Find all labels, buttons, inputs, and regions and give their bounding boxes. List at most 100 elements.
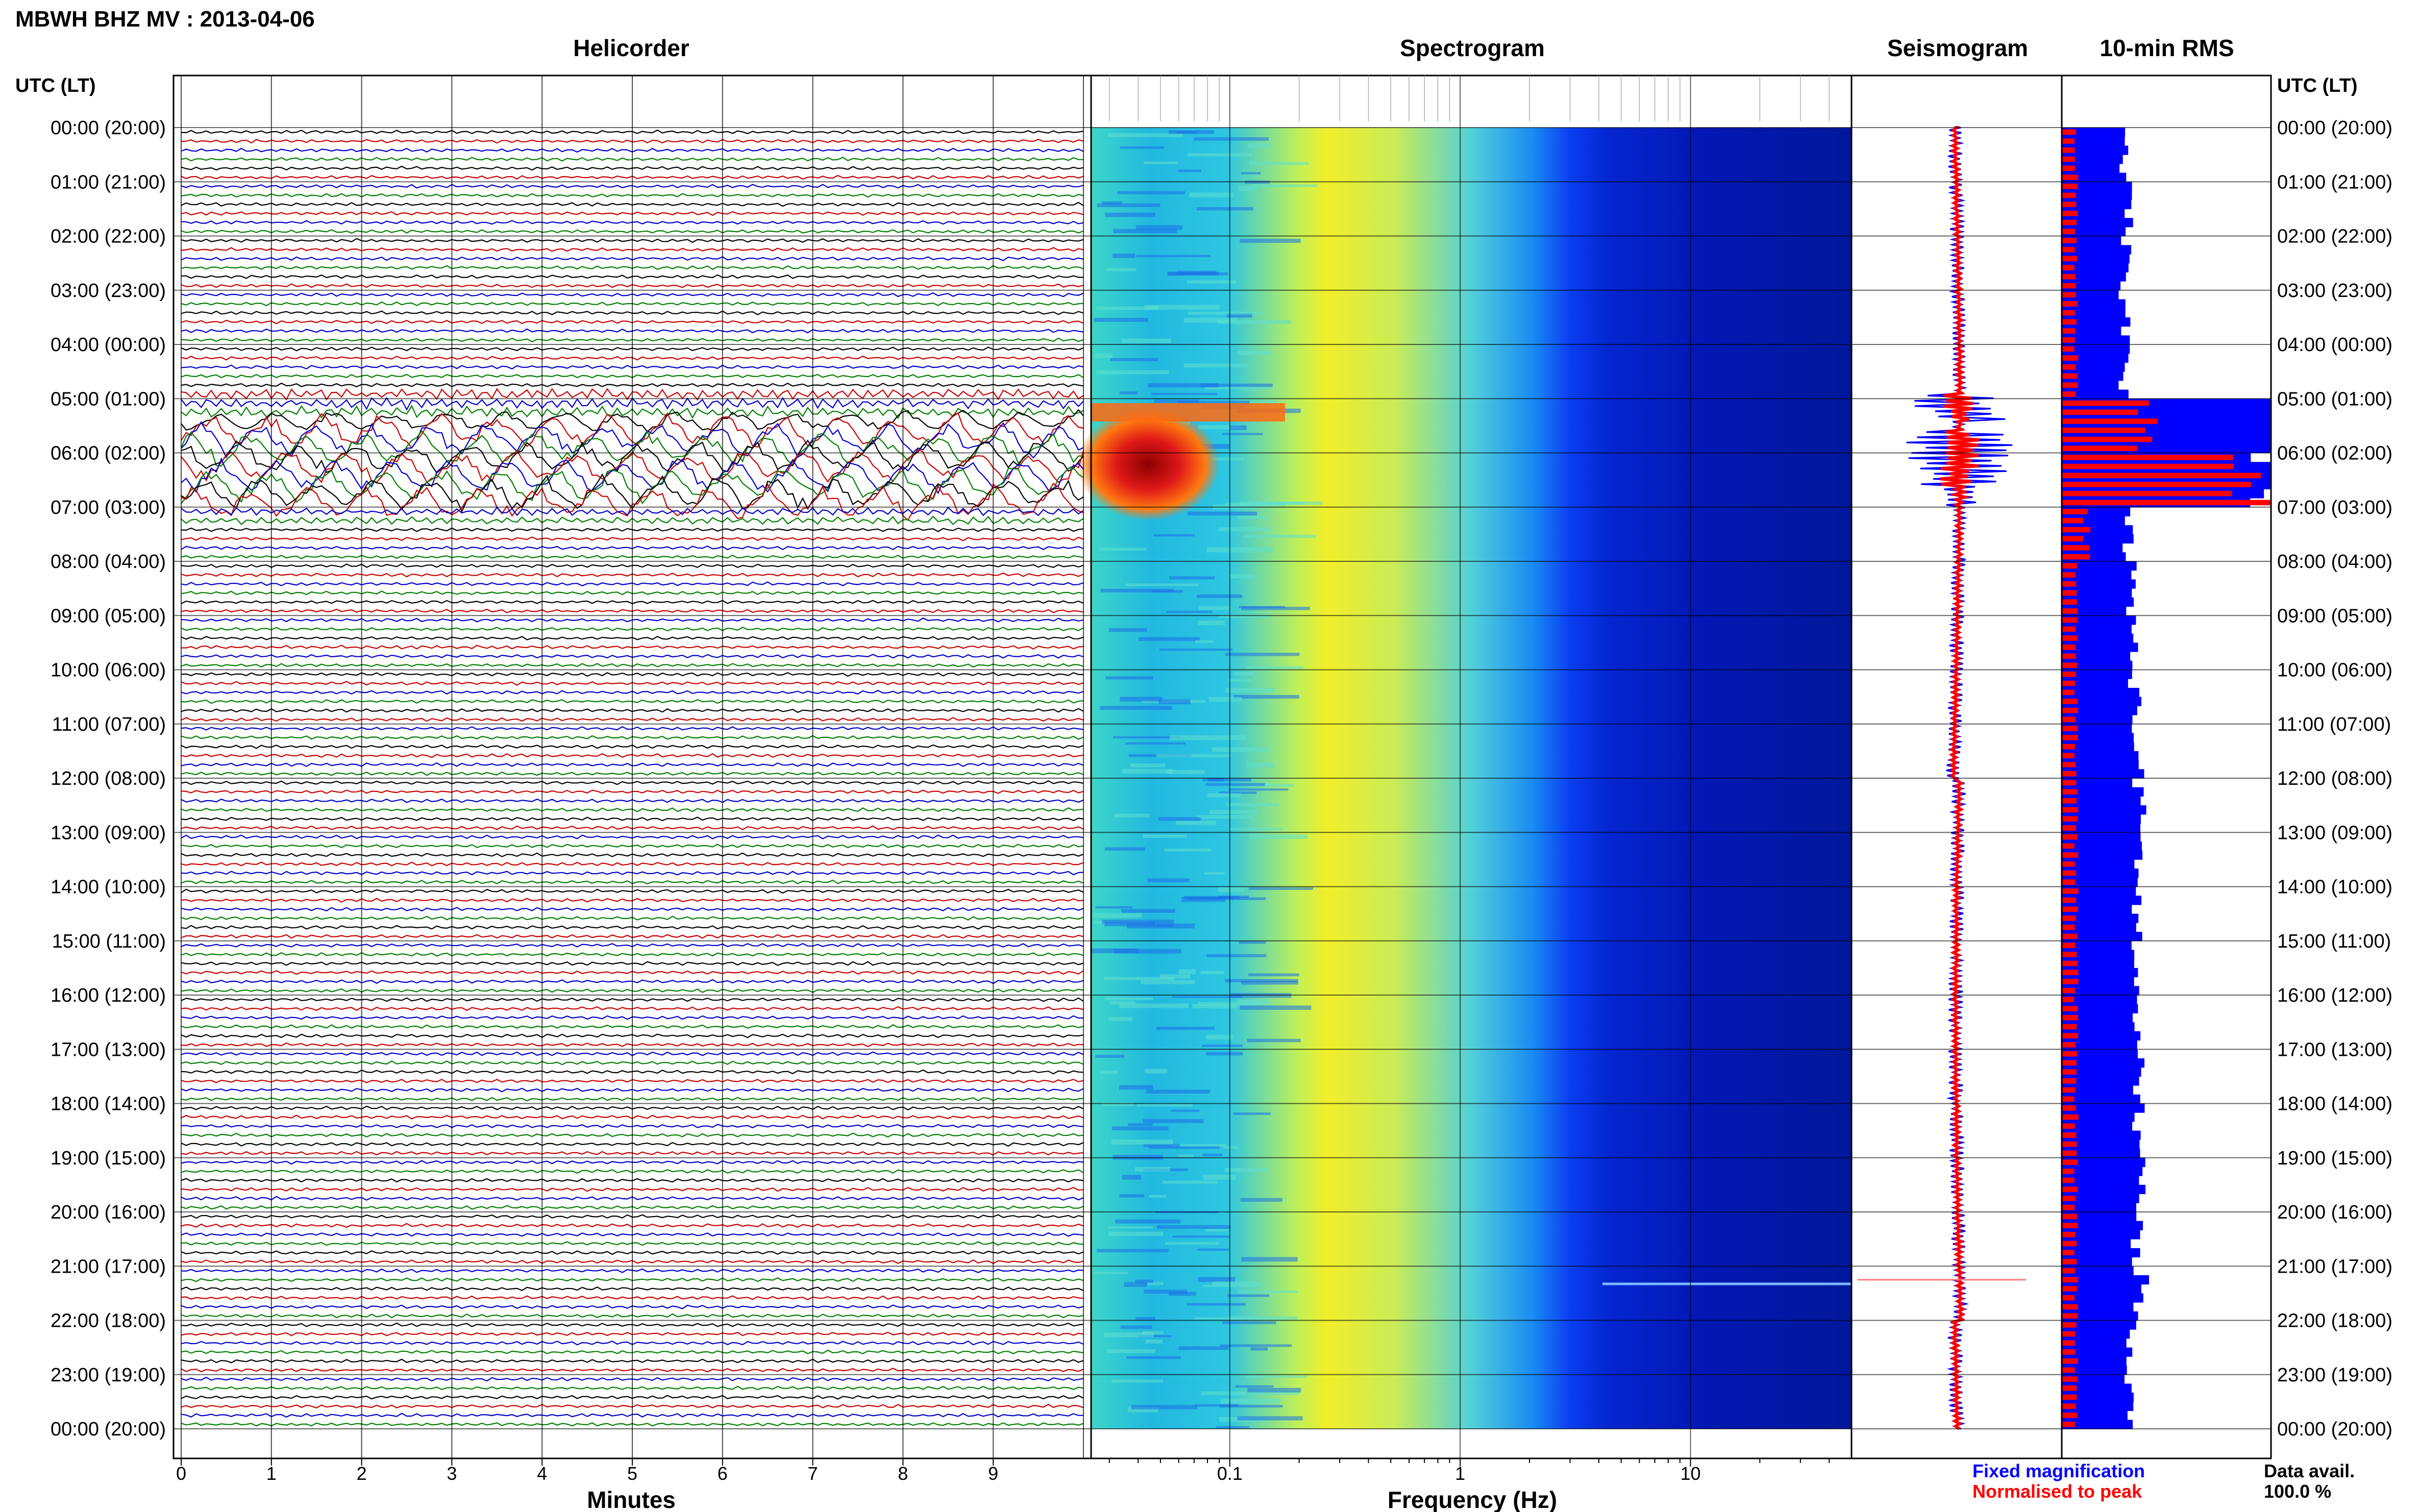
spectrogram-texture-band	[1147, 1282, 1164, 1285]
spectrogram-texture-band	[1115, 1219, 1180, 1224]
spectrogram-texture-band	[1231, 897, 1266, 900]
spectrogram-texture-band	[1248, 1391, 1299, 1395]
spectrogram-texture-band	[1162, 1180, 1217, 1184]
spectrogram-texture-band	[1195, 1404, 1239, 1407]
rms-bar-normalised	[2062, 1006, 2078, 1011]
spectrogram-texture-band	[1117, 191, 1186, 194]
minutes-tick-label: 1	[266, 1463, 277, 1484]
rms-bar-fixed	[2062, 317, 2131, 327]
rms-bar-fixed	[2062, 886, 2136, 896]
rms-bar-fixed	[2062, 1221, 2143, 1230]
rms-bar-normalised	[2062, 1105, 2076, 1111]
rms-bar-fixed	[2062, 869, 2139, 878]
rms-bar-normalised	[2062, 1123, 2075, 1129]
rms-bar-fixed	[2062, 832, 2141, 842]
spectrogram-texture-band	[1225, 687, 1275, 693]
rms-bar-normalised	[2062, 165, 2076, 171]
rms-bar-fixed	[2062, 1031, 2141, 1041]
rms-bar-fixed	[2062, 679, 2128, 688]
spectrogram-texture-band	[1112, 253, 1136, 258]
spectrogram-texture-band	[1245, 666, 1303, 670]
spectrogram-texture-band	[1228, 679, 1251, 682]
spectrogram-texture-band	[1095, 353, 1113, 358]
spectrogram-texture-band	[1249, 162, 1309, 165]
rms-bar-fixed	[2062, 986, 2139, 996]
rms-bar-fixed	[2062, 923, 2136, 932]
spectrogram-texture-band	[1250, 1347, 1268, 1351]
rms-bar-normalised	[2062, 762, 2076, 767]
spectrogram-texture-band	[1200, 971, 1224, 974]
spectrogram-texture-band	[1120, 146, 1164, 149]
rms-bar-fixed	[2062, 778, 2133, 788]
rms-bar-fixed	[2062, 1248, 2140, 1258]
spectrogram-texture-band	[1207, 793, 1242, 798]
spectrogram-texture-band	[1113, 229, 1177, 233]
spectrogram-texture-band	[1196, 207, 1253, 211]
rms-bar-normalised	[2062, 391, 2076, 397]
rms-bar-normalised	[2062, 1241, 2077, 1247]
spectrogram-texture-band	[1198, 1002, 1259, 1006]
rms-bar-fixed	[2062, 1058, 2144, 1068]
time-label-right: 00:00 (20:00)	[2277, 117, 2392, 139]
spectrogram-texture-band	[1202, 1044, 1243, 1047]
minutes-tick-label: 3	[447, 1463, 457, 1484]
time-label-right: 14:00 (10:00)	[2277, 877, 2392, 898]
rms-bar-normalised	[2062, 463, 2234, 469]
spectrogram-texture-band	[1206, 1034, 1233, 1039]
rms-bar-fixed	[2062, 588, 2132, 598]
rms-bar-normalised	[2062, 265, 2075, 270]
spectrogram-texture-band	[1198, 621, 1225, 626]
spectrogram-texture-band	[1177, 401, 1250, 405]
rms-bar-normalised	[2062, 689, 2075, 696]
rms-bar-fixed	[2062, 353, 2129, 363]
panel-frame	[2061, 75, 2272, 1459]
rms-bar-fixed	[2062, 814, 2141, 824]
time-label-right: 23:00 (19:00)	[2277, 1365, 2392, 1386]
rms-bar-normalised	[2062, 699, 2078, 704]
panel-frames	[172, 75, 2272, 1459]
rms-title: 10-min RMS	[2100, 35, 2234, 61]
spectrogram-texture-band	[1108, 1231, 1164, 1236]
rms-bar-fixed	[2062, 977, 2134, 986]
spectrogram-texture-band	[1156, 924, 1173, 927]
spectrogram-texture-band	[1122, 1175, 1142, 1180]
rms-bar-normalised	[2062, 1349, 2076, 1355]
spectrogram-texture-band	[1199, 606, 1231, 610]
spectrogram-texture-band	[1234, 672, 1254, 676]
spectrogram-texture-band	[1095, 1055, 1125, 1058]
rms-bar-fixed	[2062, 715, 2133, 725]
rms-bar-fixed	[2062, 1194, 2139, 1203]
rms-bar-fixed	[2062, 1266, 2134, 1276]
time-label-left: 14:00 (10:00)	[51, 877, 166, 898]
time-label-right: 07:00 (03:00)	[2277, 497, 2392, 518]
rms-bar-fixed	[2062, 1420, 2133, 1429]
time-label-right: 12:00 (08:00)	[2277, 768, 2392, 789]
minutes-tick-label: 0	[176, 1463, 186, 1484]
rms-bar-normalised	[2062, 328, 2076, 334]
rms-bar-fixed	[2062, 1049, 2138, 1059]
rms-bar-fixed	[2062, 1085, 2133, 1095]
rms-bar-normalised	[2062, 563, 2077, 569]
rms-bar-fixed	[2062, 670, 2132, 679]
spectrogram-texture-band	[1092, 913, 1142, 918]
rms-bar-normalised	[2062, 1277, 2079, 1283]
spectrogram-texture-band	[1110, 358, 1158, 361]
time-label-right: 16:00 (12:00)	[2277, 985, 2392, 1006]
rms-bar-normalised	[2062, 789, 2078, 795]
spectrogram-texture-band	[1131, 1405, 1198, 1409]
time-label-left: 08:00 (04:00)	[51, 551, 166, 573]
spectrogram-texture-band	[1114, 949, 1181, 954]
rms-bar-normalised	[2062, 924, 2075, 930]
rms-bar-normalised	[2062, 175, 2079, 180]
time-label-right: 04:00 (00:00)	[2277, 334, 2392, 356]
spectrogram-texture-band	[1205, 1052, 1243, 1056]
spectrogram-texture-band	[1230, 425, 1247, 430]
rms-bar-normalised	[2062, 1295, 2075, 1301]
spectrogram-texture-band	[1172, 1144, 1227, 1147]
spectrogram-texture-band	[1187, 1303, 1246, 1306]
rms-bar-fixed	[2062, 1410, 2128, 1420]
minutes-tick-label: 4	[537, 1463, 547, 1484]
spectrogram-texture-band	[1156, 1026, 1215, 1030]
rms-bar-normalised	[2062, 129, 2077, 135]
rms-bar-normalised	[2062, 1132, 2077, 1138]
